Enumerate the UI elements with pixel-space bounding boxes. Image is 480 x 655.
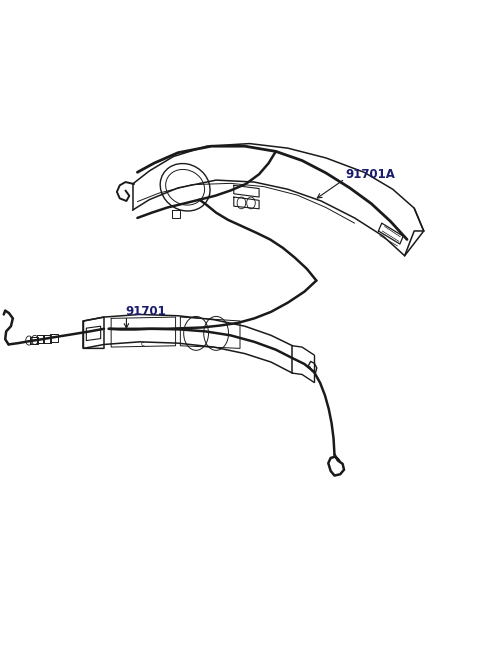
Text: 91701: 91701 xyxy=(125,305,166,318)
Text: c: c xyxy=(140,341,144,347)
Text: 91701A: 91701A xyxy=(345,168,395,181)
